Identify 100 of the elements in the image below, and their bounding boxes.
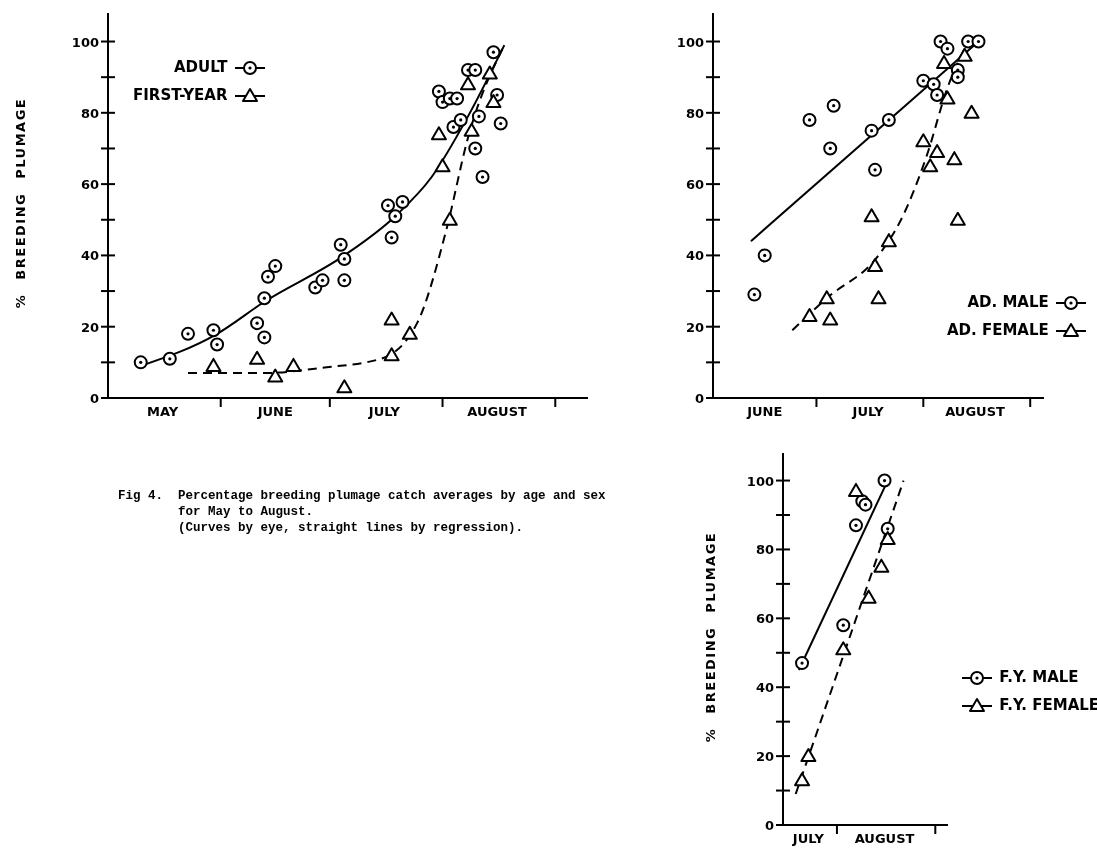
legend-label: ADULT bbox=[172, 57, 229, 78]
point bbox=[133, 355, 148, 370]
y-tick-label: 0 bbox=[764, 818, 774, 833]
point bbox=[868, 162, 883, 177]
point bbox=[210, 337, 225, 352]
point bbox=[475, 169, 490, 184]
point bbox=[823, 141, 838, 156]
point bbox=[261, 269, 275, 284]
point bbox=[922, 158, 939, 173]
point bbox=[337, 251, 352, 266]
x-tick-label: MAY bbox=[146, 404, 179, 419]
point bbox=[257, 330, 272, 345]
point bbox=[181, 326, 195, 341]
point bbox=[879, 531, 896, 546]
point bbox=[971, 34, 986, 49]
point bbox=[383, 347, 400, 362]
x-tick-label: AUGUST bbox=[854, 831, 915, 846]
point bbox=[336, 379, 353, 394]
point bbox=[381, 198, 395, 213]
point bbox=[867, 258, 884, 273]
point bbox=[268, 259, 283, 274]
point bbox=[337, 273, 352, 288]
point bbox=[881, 112, 896, 127]
y-axis-title: % BREEDING PLUMAGE bbox=[12, 97, 28, 309]
y-tick-label: 0 bbox=[89, 391, 99, 406]
y-tick-label: 100 bbox=[746, 473, 774, 489]
point bbox=[285, 357, 302, 372]
point bbox=[395, 194, 410, 209]
point bbox=[794, 772, 811, 787]
point bbox=[450, 91, 465, 106]
point bbox=[826, 98, 841, 113]
point bbox=[873, 558, 890, 573]
y-tick-label: 60 bbox=[80, 177, 99, 193]
point bbox=[802, 112, 817, 127]
legend-label: F.Y. MALE bbox=[998, 667, 1080, 688]
point bbox=[956, 47, 973, 62]
y-tick-label: 60 bbox=[685, 177, 704, 193]
point bbox=[801, 308, 818, 323]
point bbox=[384, 230, 399, 245]
y-tick-label: 40 bbox=[80, 248, 99, 264]
y-tick-label: 20 bbox=[685, 319, 704, 335]
point bbox=[430, 126, 447, 141]
x-tick-label: JULY bbox=[851, 404, 885, 419]
y-tick-label: 20 bbox=[755, 749, 774, 765]
y-tick-label: 0 bbox=[694, 391, 704, 406]
point bbox=[836, 618, 851, 633]
point bbox=[250, 316, 265, 331]
point bbox=[468, 141, 483, 156]
point bbox=[950, 70, 965, 85]
point bbox=[267, 368, 284, 383]
point bbox=[257, 291, 272, 306]
point bbox=[870, 290, 887, 305]
point bbox=[453, 112, 468, 127]
point bbox=[860, 589, 877, 604]
point bbox=[915, 133, 932, 148]
x-tick-label: JUNE bbox=[256, 404, 293, 419]
point bbox=[818, 290, 835, 305]
point bbox=[929, 144, 946, 159]
point bbox=[471, 109, 486, 124]
point bbox=[388, 209, 403, 224]
caption: Fig 4. Percentage breeding plumage catch averages by age and sex for May to August. (Curves by eye, straight lines by regression). bbox=[118, 488, 607, 536]
point bbox=[468, 63, 483, 78]
point bbox=[822, 311, 839, 326]
point bbox=[249, 350, 266, 365]
point bbox=[949, 211, 966, 226]
point bbox=[795, 656, 810, 671]
y-tick-label: 80 bbox=[755, 542, 774, 558]
point bbox=[864, 123, 879, 138]
point bbox=[940, 41, 955, 56]
x-tick-label: JUNE bbox=[746, 404, 783, 419]
point bbox=[315, 273, 330, 288]
point bbox=[800, 748, 817, 763]
point bbox=[835, 641, 852, 656]
point bbox=[434, 158, 451, 173]
point bbox=[441, 211, 458, 226]
point bbox=[460, 76, 476, 91]
y-tick-label: 100 bbox=[676, 34, 704, 50]
point bbox=[463, 122, 480, 137]
point bbox=[847, 482, 864, 497]
point bbox=[963, 104, 980, 119]
point bbox=[333, 237, 348, 252]
y-tick-label: 100 bbox=[71, 34, 99, 50]
y-tick-label: 20 bbox=[80, 319, 99, 335]
point bbox=[757, 248, 772, 263]
point bbox=[205, 357, 222, 372]
point bbox=[486, 45, 501, 60]
point bbox=[493, 116, 508, 131]
y-tick-label: 80 bbox=[80, 105, 99, 121]
y-tick-label: 60 bbox=[755, 611, 774, 627]
y-tick-label: 40 bbox=[685, 248, 704, 264]
point bbox=[162, 351, 177, 366]
x-tick-label: JULY bbox=[367, 404, 401, 419]
x-tick-label: AUGUST bbox=[945, 404, 1005, 419]
point bbox=[946, 151, 963, 166]
point bbox=[485, 94, 502, 109]
point bbox=[848, 518, 863, 533]
point bbox=[383, 311, 400, 326]
point bbox=[401, 325, 418, 340]
y-tick-label: 40 bbox=[755, 680, 774, 696]
y-axis-title: % BREEDING PLUMAGE bbox=[702, 531, 718, 742]
